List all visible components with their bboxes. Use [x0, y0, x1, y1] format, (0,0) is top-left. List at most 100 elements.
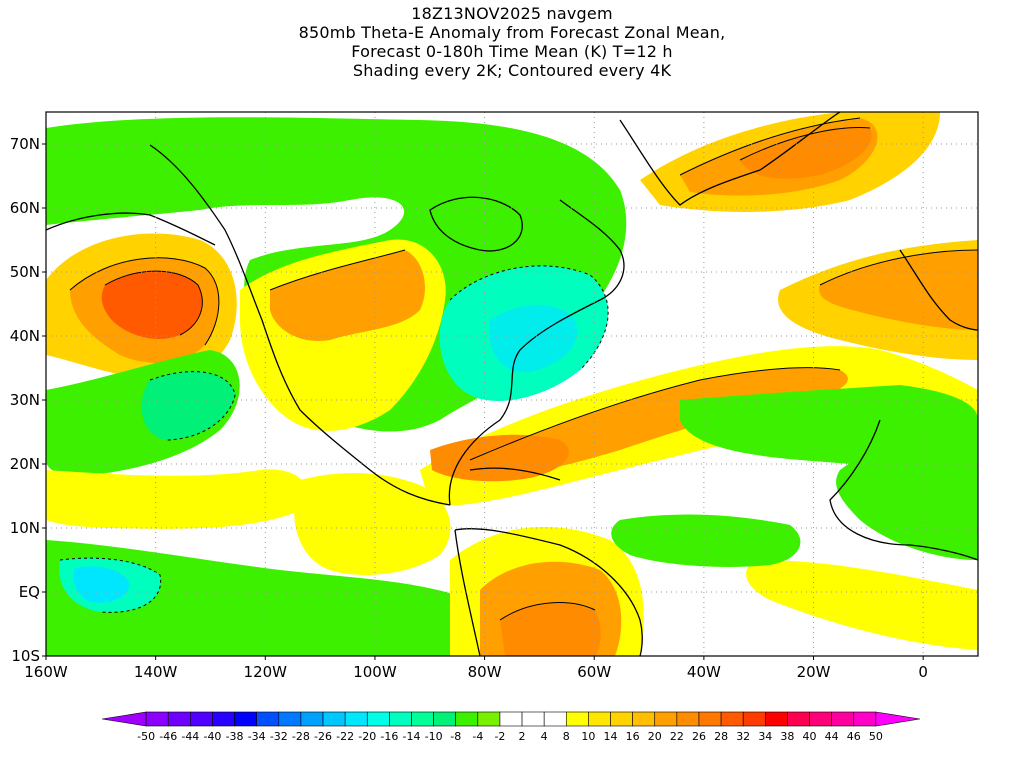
contour-6	[819, 249, 978, 286]
colorbar-swatch	[101, 711, 147, 727]
coast-hudson	[429, 196, 523, 252]
colorbar-swatch	[433, 711, 457, 727]
colorbar-label: -26	[314, 730, 332, 743]
colorbar-label: 4	[541, 730, 548, 743]
colorbar-swatch	[698, 711, 722, 727]
field-orange-west-na	[270, 250, 425, 341]
colorbar-swatch	[411, 711, 434, 727]
colorbar-label: -40	[203, 730, 221, 743]
coast-north-america-east	[448, 199, 625, 506]
colorbar-swatch	[765, 711, 788, 727]
colorbar-swatch	[787, 711, 810, 727]
colorbar-label: 20	[648, 730, 662, 743]
colorbar-label: 16	[626, 730, 640, 743]
colorbar-label: 10	[581, 730, 595, 743]
colorbar-label: 38	[780, 730, 794, 743]
colorbar: -50 -46 -44 -40 -38 -34 -32 -28 -26 -22 -20 -16 -14-…	[101, 711, 921, 743]
lon-tick-label: 40W	[687, 663, 721, 681]
colorbar-swatch	[654, 711, 678, 727]
field-green-africa	[836, 425, 978, 560]
colorbar-swatch	[831, 711, 855, 727]
map-title: 18Z13NOV2025 navgem 850mb Theta-E Anomal…	[0, 4, 1024, 80]
lon-tick-label: 160W	[24, 663, 68, 681]
colorbar-label: 26	[692, 730, 706, 743]
colorbar-swatch	[300, 711, 324, 727]
field-red-greenland	[740, 127, 872, 179]
colorbar-swatch	[477, 711, 501, 727]
colorbar-label: -2	[494, 730, 505, 743]
colorbar-label: -46	[159, 730, 177, 743]
longitude-axis: 160W 140W 120W 100W 80W 60W 40W 20W 0	[24, 656, 928, 681]
field-orange-gulf	[430, 434, 569, 482]
colorbar-label: -50	[137, 730, 155, 743]
colorbar-label: -44	[181, 730, 199, 743]
contour-7	[269, 249, 406, 291]
lon-tick-label: 120W	[244, 663, 288, 681]
colorbar-label: -28	[292, 730, 310, 743]
colorbar-label: -22	[336, 730, 354, 743]
title-line-1: 18Z13NOV2025 navgem	[411, 4, 613, 23]
colorbar-label: -32	[270, 730, 288, 743]
map-grid	[46, 112, 978, 656]
coast-africa	[829, 419, 978, 561]
contour-4	[679, 117, 861, 176]
field-green-trop-atl	[611, 514, 801, 567]
colorbar-label: 2	[519, 730, 526, 743]
colorbar-swatch	[256, 711, 280, 727]
colorbar-swatch	[499, 711, 523, 727]
field-aqua-trop-sw	[73, 566, 130, 603]
lat-tick-label: 10S	[11, 647, 40, 665]
colorbar-label: -10	[425, 730, 443, 743]
contour-dashed-3	[59, 557, 162, 613]
contour-1	[69, 257, 220, 346]
coast-south-america-w	[454, 529, 481, 656]
coast-greenland	[619, 112, 841, 206]
lon-tick-label: 100W	[353, 663, 397, 681]
colorbar-swatch	[676, 711, 700, 727]
field-yellow-caribbean	[294, 473, 451, 575]
lon-tick-label: 140W	[134, 663, 178, 681]
colorbar-swatch	[145, 711, 169, 727]
colorbar-swatch	[809, 711, 832, 727]
coast-south-america	[454, 528, 643, 656]
lat-tick-label: 30N	[10, 391, 40, 409]
latitude-axis: 70N 60N 50N 40N 30N 20N 10N EQ 10S	[10, 135, 46, 665]
contour-8	[499, 602, 596, 621]
coast-alaska	[46, 212, 216, 246]
colorbar-label: -8	[450, 730, 461, 743]
colorbar-swatch	[521, 711, 545, 727]
colorbar-swatch	[565, 711, 589, 727]
colorbar-label: -34	[248, 730, 266, 743]
title-line-4: Shading every 2K; Contoured every 4K	[352, 61, 672, 80]
colorbar-label: 28	[714, 730, 728, 743]
plot-frame	[45, 111, 979, 657]
colorbar-swatch	[389, 711, 412, 727]
field-orange-europe	[819, 250, 978, 330]
colorbar-label: -20	[358, 730, 376, 743]
colorbar-swatch	[853, 711, 877, 727]
title-line-2: 850mb Theta-E Anomaly from Forecast Zona…	[298, 23, 726, 42]
colorbar-swatch	[366, 711, 390, 727]
field-red-pacific	[101, 271, 203, 339]
colorbar-swatch	[610, 711, 633, 727]
colorbar-swatch	[742, 711, 766, 727]
colorbar-label: 50	[869, 730, 883, 743]
contour-3	[469, 367, 841, 461]
colorbar-swatch	[875, 711, 921, 727]
coast-europe	[899, 249, 978, 331]
lat-tick-label: 20N	[10, 455, 40, 473]
colorbar-label: 32	[736, 730, 750, 743]
colorbar-swatch	[212, 711, 235, 727]
contour-5	[739, 127, 871, 161]
colorbar-swatch	[632, 711, 656, 727]
lon-tick-label: 0	[918, 663, 928, 681]
colorbar-label: 14	[604, 730, 618, 743]
colorbar-swatch	[720, 711, 744, 727]
colorbar-label: 40	[803, 730, 817, 743]
coast-caribbean	[469, 467, 561, 481]
field-darkorange-samerica	[500, 602, 601, 656]
lon-tick-label: 80W	[468, 663, 502, 681]
lat-tick-label: 50N	[10, 263, 40, 281]
title-line-3: Forecast 0-180h Time Mean (K) T=12 h	[351, 42, 673, 61]
